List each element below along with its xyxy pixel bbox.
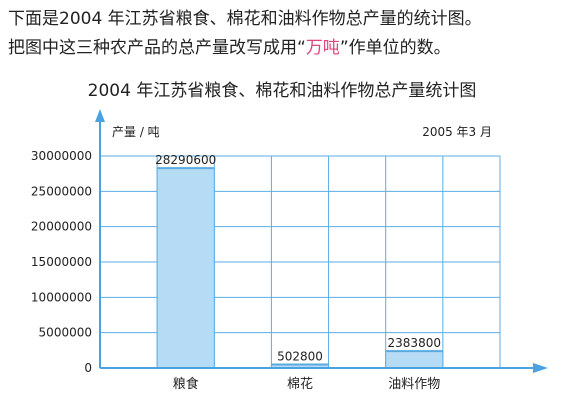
y-axis-arrow <box>95 109 105 122</box>
y-tick-label-0: 0 <box>84 361 92 375</box>
intro-line-2-after: ”作单位的数。 <box>339 38 451 58</box>
x-tick-label-1: 棉花 <box>287 376 313 392</box>
intro-line-2-before: 把图中这三种农产品的总产量改写成用“ <box>8 38 306 58</box>
x-tick-label-2: 油料作物 <box>388 377 440 392</box>
bar-value-label-1: 502800 <box>277 349 323 363</box>
bar-0 <box>156 167 215 369</box>
y-tick-label-1: 5000000 <box>39 326 92 340</box>
intro-line-1: 下面是2004 年江苏省粮食、棉花和油料作物总产量的统计图。 <box>8 9 482 29</box>
y-tick-label-5: 25000000 <box>31 184 92 198</box>
unit-highlight: 万吨 <box>305 38 340 58</box>
x-tick-label-0: 粮食 <box>173 376 199 392</box>
bar-value-label-0: 28290600 <box>155 153 216 167</box>
x-axis-arrow <box>533 363 548 373</box>
y-tick-label-3: 15000000 <box>31 255 92 269</box>
bar-chart: 28290600 粮食 502800 棉花 2383800 油料作物 0 5000000 100… <box>31 109 548 392</box>
date-note: 2005 年3 月 <box>422 125 492 139</box>
y-axis-label: 产量 / 吨 <box>112 125 160 139</box>
y-tick-label-6: 30000000 <box>31 149 92 163</box>
bar-value-label-2: 2383800 <box>388 336 441 350</box>
chart-title: 2004 年江苏省粮食、棉花和油料作物总产量统计图 <box>87 81 477 101</box>
intro-line-2: 把图中这三种农产品的总产量改写成用“万吨”作单位的数。 <box>8 33 451 58</box>
y-tick-label-4: 20000000 <box>31 220 92 234</box>
bar-2 <box>385 350 444 369</box>
y-tick-label-2: 10000000 <box>31 290 92 304</box>
